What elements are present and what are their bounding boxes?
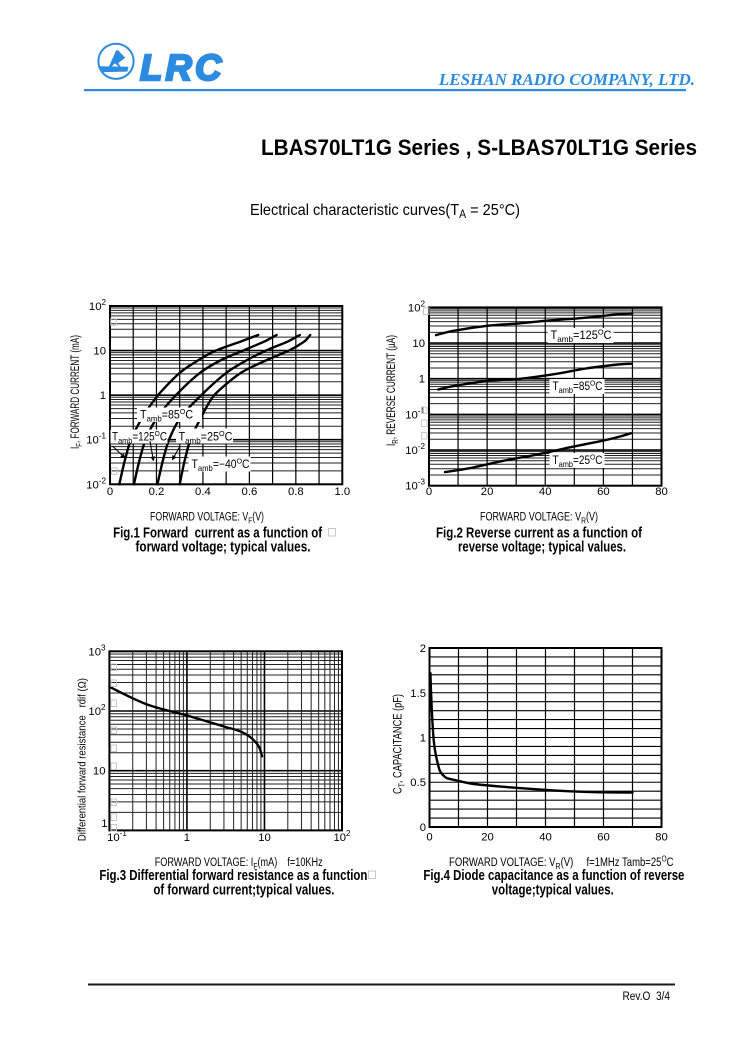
- svg-text:IR, REVERSE CURRENT (µA): IR, REVERSE CURRENT (µA): [386, 335, 400, 446]
- svg-text:0: 0: [426, 832, 432, 844]
- svg-text:0.6: 0.6: [242, 486, 258, 498]
- svg-text:0.5: 0.5: [410, 777, 426, 789]
- svg-text:10: 10: [258, 832, 271, 844]
- svg-text:1: 1: [184, 832, 190, 844]
- svg-text:80: 80: [655, 832, 668, 844]
- svg-text:20: 20: [481, 486, 494, 498]
- svg-text:FORWARD VOLTAGE: VF(V): FORWARD VOLTAGE: VF(V): [150, 512, 264, 526]
- svg-text:0.8: 0.8: [288, 486, 304, 498]
- svg-text:of forward current;typical val: of forward current;typical values.: [153, 882, 334, 898]
- svg-text:1.5: 1.5: [410, 688, 426, 700]
- svg-text:0: 0: [420, 822, 426, 834]
- svg-text:FORWARD VOLTAGE: IF(mA) f=1: FORWARD VOLTAGE: IF(mA) f=10KHz: [155, 857, 323, 871]
- svg-text:LESHAN RADIO COMPANY, LTD.: LESHAN RADIO COMPANY, LTD.: [438, 70, 695, 89]
- svg-text:60: 60: [597, 486, 610, 498]
- svg-text:10: 10: [93, 346, 106, 358]
- svg-text:LBAS70LT1G Series , S-LBAS70LT: LBAS70LT1G Series , S-LBAS70LT1G Series: [261, 135, 697, 160]
- svg-text:1: 1: [100, 390, 106, 402]
- svg-text:40: 40: [539, 832, 552, 844]
- svg-text:Fig.1 Forward current as a fu: Fig.1 Forward current as a function of: [113, 526, 322, 542]
- svg-text:1: 1: [101, 818, 107, 830]
- svg-text:Electrical characteristic curv: Electrical characteristic curves(TA = 25…: [250, 202, 520, 221]
- svg-text:FORWARD VOLTAGE: VR(V): FORWARD VOLTAGE: VR(V): [480, 512, 598, 526]
- svg-text:IF, FORWARD CURRENT (mA): IF, FORWARD CURRENT (mA): [70, 335, 84, 449]
- svg-text:voltage;typical values.: voltage;typical values.: [492, 882, 614, 898]
- svg-text:Fig.3 Differential forward res: Fig.3 Differential forward resistance as…: [99, 868, 367, 884]
- svg-text:60: 60: [597, 832, 610, 844]
- svg-text:2: 2: [420, 643, 426, 655]
- svg-text:1: 1: [420, 733, 426, 745]
- svg-text:0.2: 0.2: [149, 486, 165, 498]
- svg-text:CT, CAPACITANCE (pF): CT, CAPACITANCE (pF): [393, 694, 407, 794]
- svg-text:0: 0: [426, 486, 432, 498]
- svg-text:1.0: 1.0: [334, 486, 350, 498]
- svg-text:reverse voltage; typical value: reverse voltage; typical values.: [458, 539, 626, 555]
- svg-text:10: 10: [412, 338, 425, 350]
- svg-text:Differential forward resistanc: Differential forward resistance rdif (Ω): [77, 678, 89, 841]
- svg-text:10: 10: [93, 766, 106, 778]
- svg-text:Rev.O 3/4: Rev.O 3/4: [623, 991, 671, 1003]
- svg-text:FORWARD VOLTAGE: VR(V) f=1: FORWARD VOLTAGE: VR(V) f=1MHz Tamb=25OC: [449, 855, 674, 872]
- svg-text:20: 20: [481, 832, 494, 844]
- svg-text:LRC: LRC: [140, 47, 225, 88]
- svg-text:0: 0: [107, 486, 113, 498]
- svg-text:80: 80: [655, 486, 668, 498]
- svg-text:Fig.4 Diode capacitance as a f: Fig.4 Diode capacitance as a function of…: [423, 868, 684, 884]
- svg-text:0.4: 0.4: [195, 486, 211, 498]
- svg-text:forward voltage; typical value: forward voltage; typical values.: [136, 539, 311, 555]
- svg-text:1: 1: [419, 374, 425, 386]
- svg-text:40: 40: [539, 486, 552, 498]
- svg-text:Fig.2 Reverse current as a fun: Fig.2 Reverse current as a function of: [436, 526, 642, 542]
